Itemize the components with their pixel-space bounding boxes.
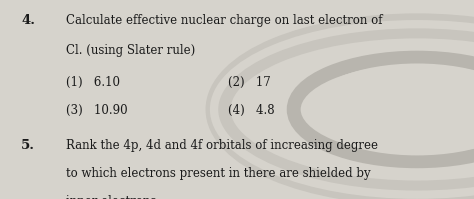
Text: 5.: 5. [21,139,36,152]
Text: Rank the 4p, 4d and 4f orbitals of increasing degree: Rank the 4p, 4d and 4f orbitals of incre… [66,139,378,152]
Circle shape [308,63,474,155]
Text: (1)   6.10: (1) 6.10 [66,76,120,89]
Text: (4)   4.8: (4) 4.8 [228,103,274,116]
Text: to which electrons present in there are shielded by: to which electrons present in there are … [66,167,371,180]
Text: (3)   10.90: (3) 10.90 [66,103,128,116]
Text: 4.: 4. [21,14,36,27]
Text: Calculate effective nuclear charge on last electron of: Calculate effective nuclear charge on la… [66,14,383,27]
Text: inner electrons:: inner electrons: [66,195,161,199]
Text: (2)   17: (2) 17 [228,76,270,89]
Text: Cl. (using Slater rule): Cl. (using Slater rule) [66,44,196,57]
